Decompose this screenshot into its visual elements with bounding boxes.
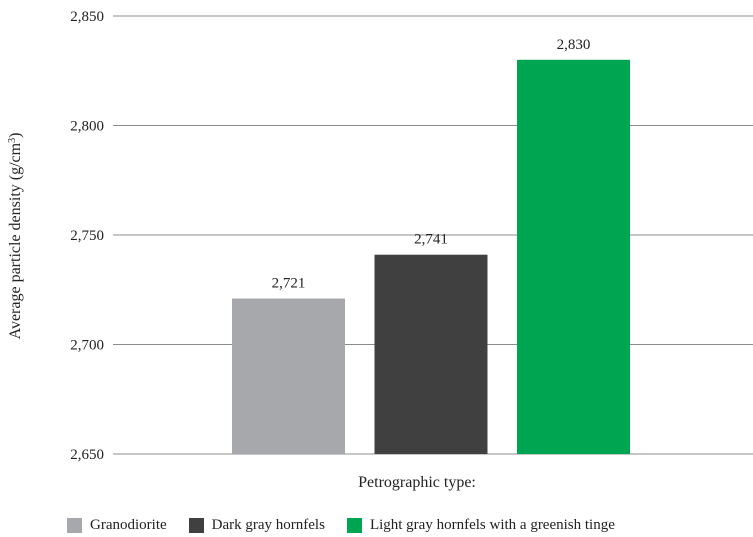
bar xyxy=(517,59,630,455)
legend-item: Dark gray hornfels xyxy=(188,516,325,534)
legend-swatch xyxy=(346,517,362,533)
legend-item: Light gray hornfels with a greenish ting… xyxy=(346,516,615,534)
x-axis-title: Petrographic type: xyxy=(358,474,476,491)
data-label: 2,741 xyxy=(414,232,448,248)
legend-label: Dark gray hornfels xyxy=(211,516,325,533)
legend-label: Light gray hornfels with a greenish ting… xyxy=(369,516,615,533)
legend-label: Granodiorite xyxy=(90,516,167,533)
y-tick-label: 2,800 xyxy=(70,119,104,135)
y-tick-label: 2,750 xyxy=(70,228,104,244)
gridlines xyxy=(113,15,753,455)
y-tick-label: 2,850 xyxy=(70,9,104,25)
legend-swatch xyxy=(188,517,204,533)
y-axis-ticks: 2,650 2,700 2,750 2,800 2,850 xyxy=(70,9,104,463)
legend-item: Granodiorite xyxy=(67,517,167,534)
bars xyxy=(232,59,630,455)
y-tick-label: 2,700 xyxy=(70,338,104,354)
data-label: 2,830 xyxy=(557,37,591,53)
bar xyxy=(374,254,488,454)
data-label: 2,721 xyxy=(272,276,306,292)
data-labels: 2,721 2,741 2,830 xyxy=(272,37,591,292)
y-tick-label: 2,650 xyxy=(70,447,104,463)
legend-swatch xyxy=(67,517,82,533)
legend: Granodiorite Dark gray hornfels Light gray… xyxy=(67,515,637,535)
y-axis-title: Average particle density (g/cm3) xyxy=(7,133,25,340)
bar xyxy=(232,298,345,454)
